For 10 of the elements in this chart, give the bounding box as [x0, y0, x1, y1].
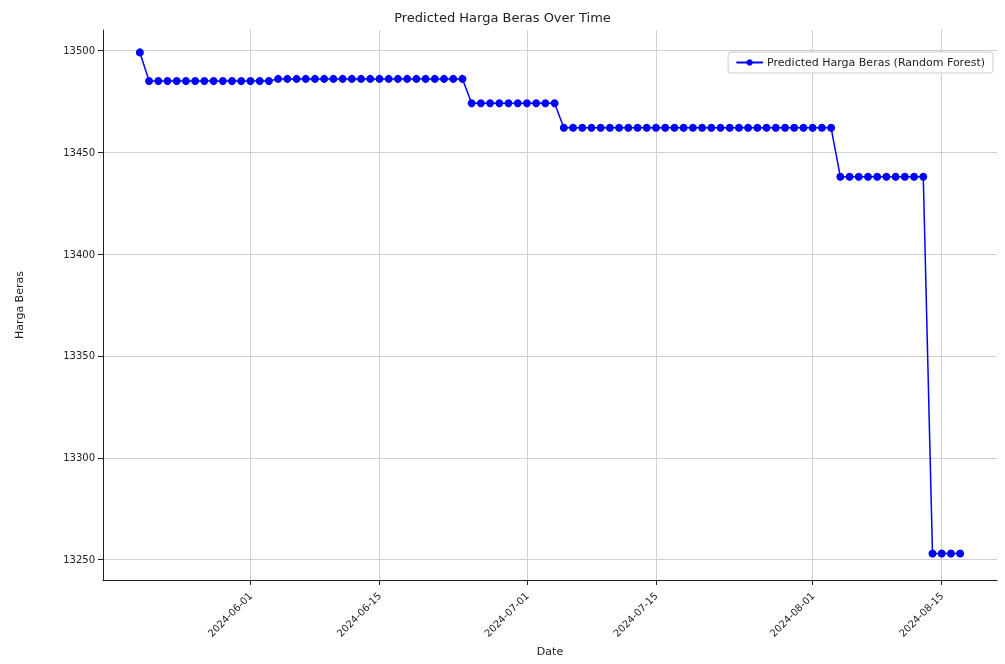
y-tick-label: 13350 — [63, 350, 95, 362]
y-tick-label: 13400 — [63, 248, 95, 260]
y-tick-label: 13250 — [63, 554, 95, 566]
y-tick-label: 13300 — [63, 452, 95, 464]
y-axis-title: Harga Beras — [13, 270, 26, 339]
x-axis-title: Date — [536, 645, 564, 658]
chart-title: Predicted Harga Beras Over Time — [394, 10, 611, 25]
y-tick-label: 13500 — [63, 44, 95, 56]
y-tick-label: 13450 — [63, 146, 95, 158]
legend-label: Predicted Harga Beras (Random Forest) — [767, 56, 986, 69]
